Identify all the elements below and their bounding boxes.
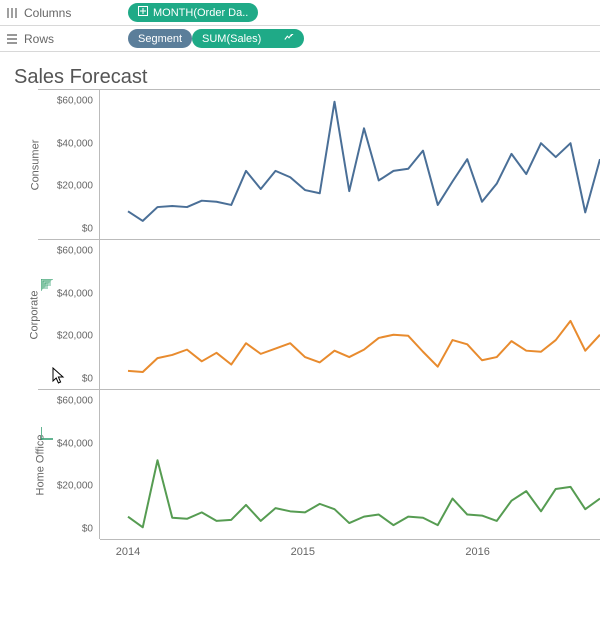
y-tick: $60,000 xyxy=(57,395,93,406)
rows-shelf[interactable]: Rows Segment SUM(Sales) xyxy=(0,26,600,52)
plus-box-icon xyxy=(138,6,148,19)
y-tick: $20,000 xyxy=(57,481,93,492)
plot-area[interactable] xyxy=(100,240,600,389)
forecast-icon xyxy=(284,32,294,45)
panel-corporate: Corporate$0$20,000$40,000$60,000 xyxy=(38,239,600,389)
pill-label: SUM(Sales) xyxy=(202,33,261,45)
line-series[interactable] xyxy=(128,321,600,372)
y-tick: $0 xyxy=(82,524,93,535)
pill-sum-sales-[interactable]: SUM(Sales) xyxy=(192,29,304,48)
columns-pills-container: MONTH(Order Da.. xyxy=(128,3,258,22)
x-tick: 2015 xyxy=(291,546,315,558)
pill-label: MONTH(Order Da.. xyxy=(153,7,248,19)
rows-shelf-label: Rows xyxy=(6,32,122,46)
rows-icon xyxy=(6,33,18,45)
rows-pills-container: Segment SUM(Sales) xyxy=(128,29,304,48)
viz-area: Consumer$0$20,000$40,000$60,000Corporate… xyxy=(0,89,600,563)
rows-label-text: Rows xyxy=(24,32,54,46)
y-tick: $0 xyxy=(82,224,93,235)
panel-consumer: Consumer$0$20,000$40,000$60,000 xyxy=(38,89,600,239)
plot-area[interactable] xyxy=(100,390,600,539)
x-axis[interactable]: 2014 2015 2016 xyxy=(100,539,600,563)
y-tick: $40,000 xyxy=(57,138,93,149)
y-tick: $60,000 xyxy=(57,95,93,106)
plot-area[interactable] xyxy=(100,90,600,239)
y-tick: $40,000 xyxy=(57,288,93,299)
columns-label-text: Columns xyxy=(24,6,71,20)
y-tick: $60,000 xyxy=(57,245,93,256)
columns-shelf-label: Columns xyxy=(6,6,122,20)
line-series[interactable] xyxy=(128,102,600,221)
line-series[interactable] xyxy=(128,460,600,527)
pill-label: Segment xyxy=(138,33,182,45)
y-tick: $20,000 xyxy=(57,181,93,192)
pill-month-order-da-[interactable]: MONTH(Order Da.. xyxy=(128,3,258,22)
panel-home-office: Home Office$0$20,000$40,000$60,000 xyxy=(38,389,600,539)
x-tick: 2014 xyxy=(116,546,140,558)
columns-icon xyxy=(6,7,18,19)
y-axis[interactable]: $0 $20,000 $40,000 $60,000 xyxy=(38,240,100,389)
y-tick: $0 xyxy=(82,374,93,385)
sheet-title[interactable]: Sales Forecast xyxy=(0,52,600,89)
y-axis[interactable]: $0 $20,000 $40,000 $60,000 xyxy=(38,90,100,239)
y-tick: $20,000 xyxy=(57,331,93,342)
x-tick: 2016 xyxy=(465,546,489,558)
y-axis[interactable]: $0 $20,000 $40,000 $60,000 xyxy=(38,390,100,539)
y-tick: $40,000 xyxy=(57,438,93,449)
pill-segment[interactable]: Segment xyxy=(128,29,192,48)
columns-shelf[interactable]: Columns MONTH(Order Da.. xyxy=(0,0,600,26)
